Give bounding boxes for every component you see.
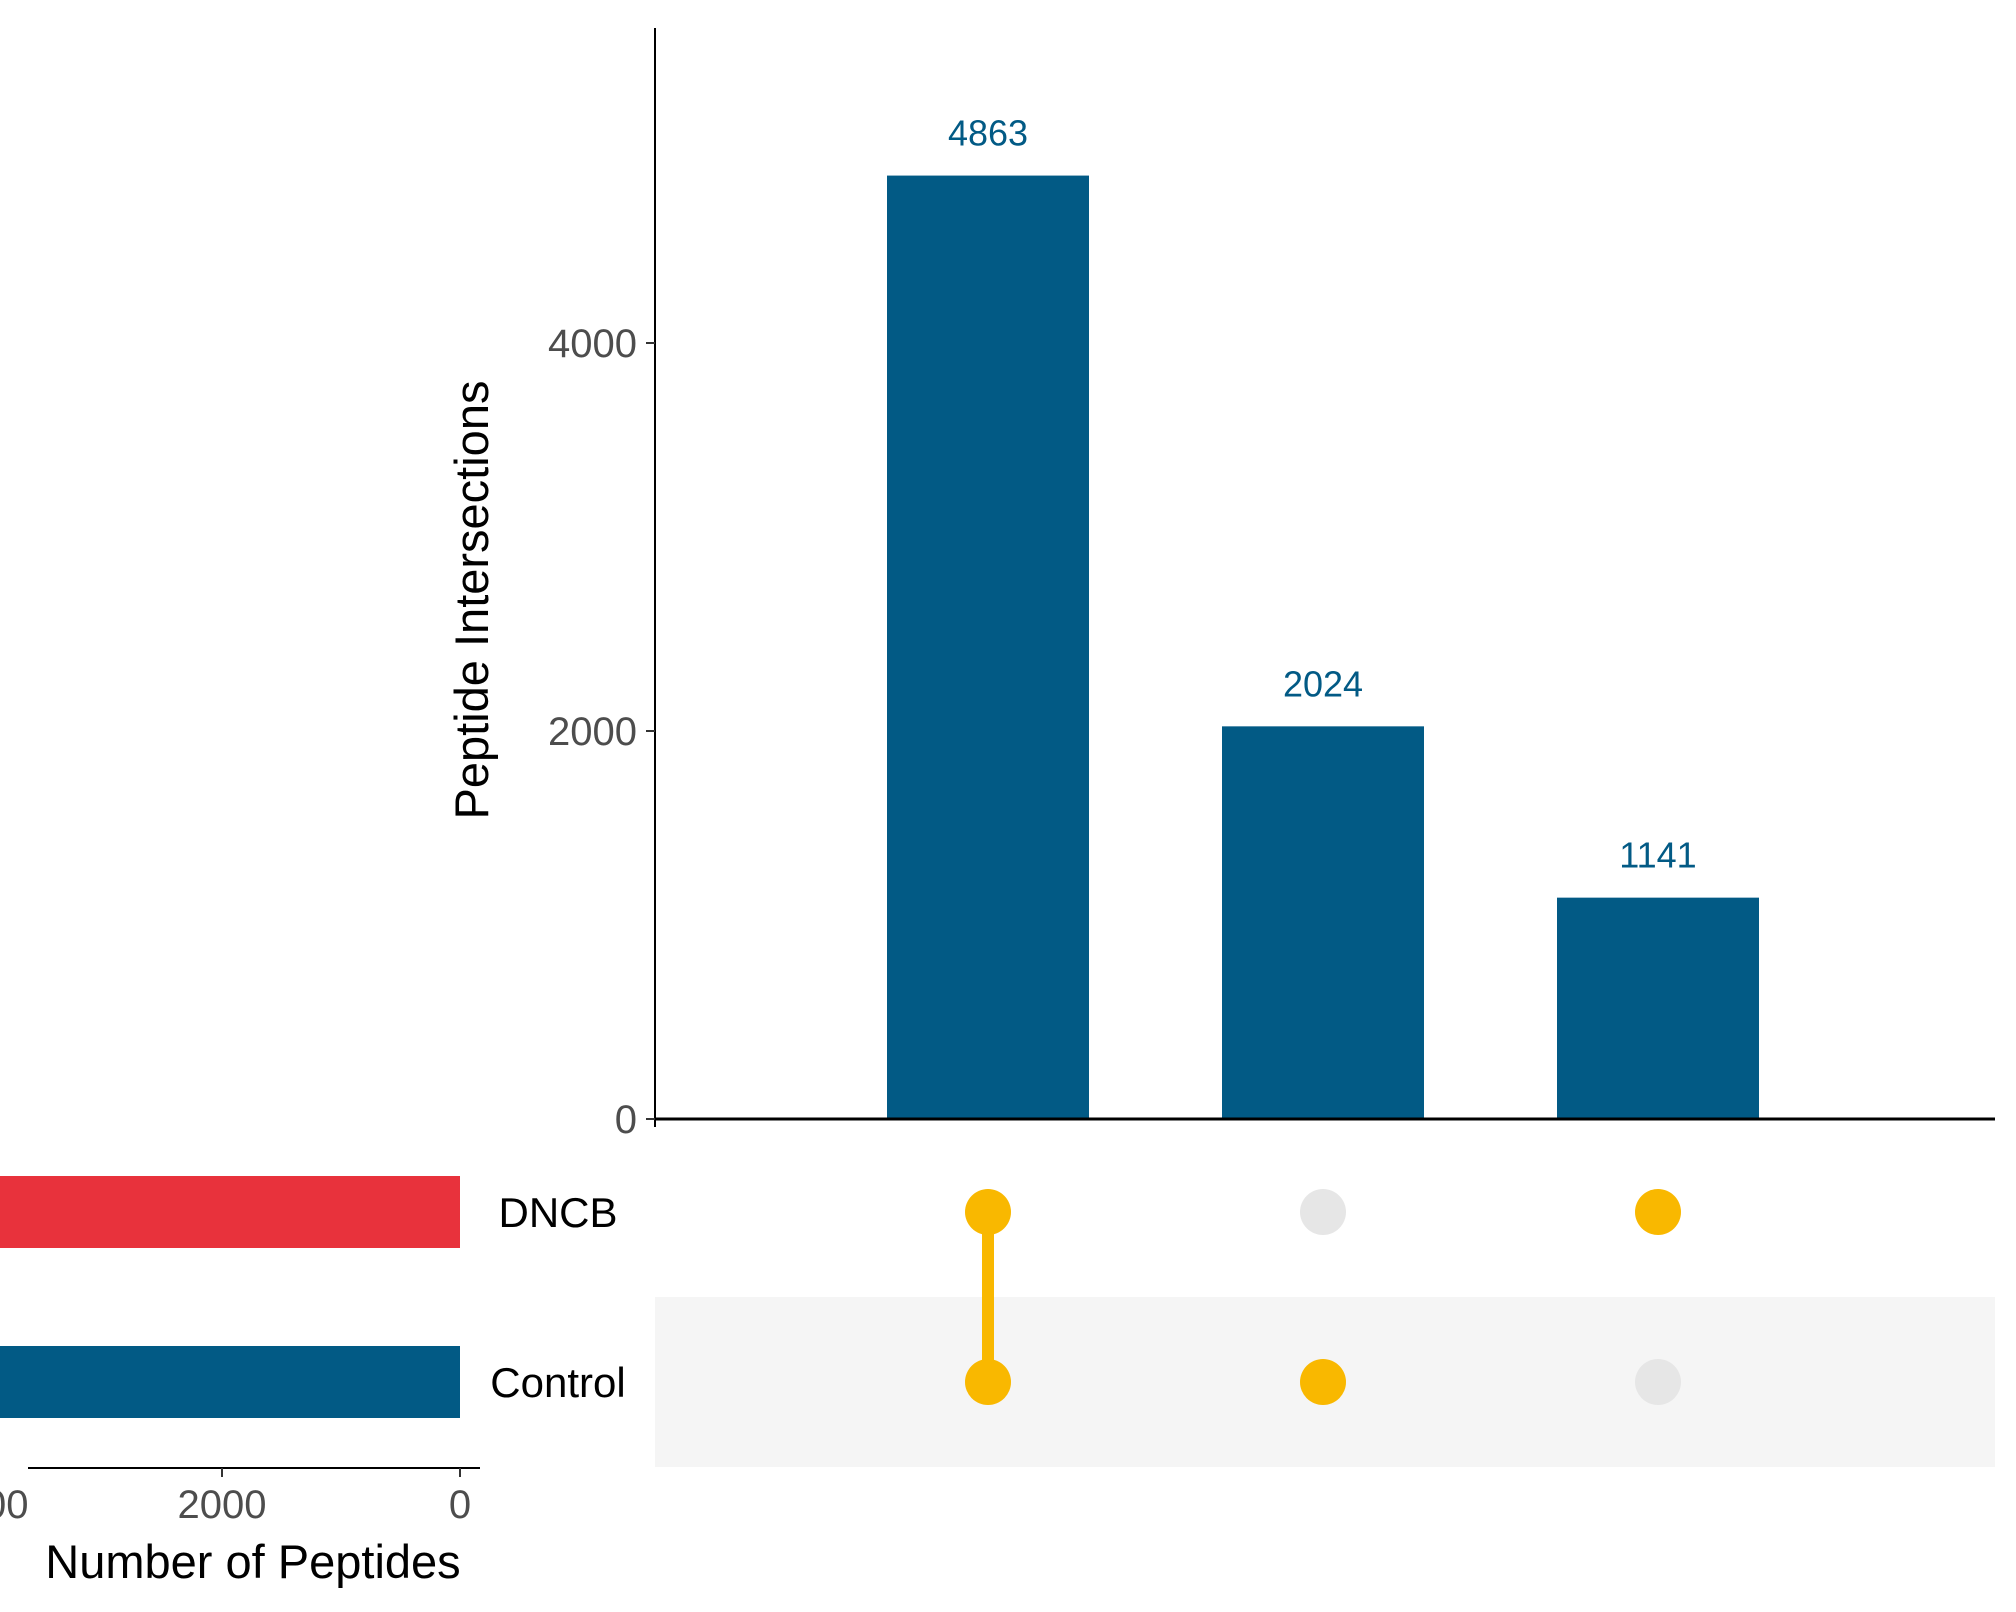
set-axis-tick-label: 0 (449, 1483, 471, 1527)
intersection-y-axis-label: Peptide Intersections (445, 381, 498, 820)
y-tick-label: 0 (615, 1098, 637, 1142)
y-tick-label: 4000 (548, 322, 637, 366)
set-size-x-axis: 6000400020000 (0, 1467, 480, 1527)
matrix-dot-inactive (1300, 1189, 1346, 1235)
intersection-value-labels: 4863 2024 1141 (948, 113, 1697, 876)
intersection-value-label: 4863 (948, 113, 1028, 154)
set-labels: DNCB Control (490, 1189, 625, 1406)
set-label: Control (490, 1359, 625, 1406)
intersection-bar (887, 175, 1089, 1119)
matrix-dot-active (965, 1189, 1011, 1235)
set-axis-tick-label: 4000 (0, 1483, 28, 1527)
set-axis-tick-label: 2000 (178, 1483, 267, 1527)
intersection-bar (1222, 726, 1424, 1119)
set-size-bar (0, 1346, 460, 1418)
intersection-value-label: 1141 (1619, 835, 1696, 876)
matrix-dots (965, 1189, 1681, 1405)
matrix-dot-active (1635, 1189, 1681, 1235)
matrix-dot-active (1300, 1359, 1346, 1405)
intersection-bars (887, 175, 1759, 1119)
intersection-value-label: 2024 (1283, 663, 1363, 704)
set-size-x-axis-label: Number of Peptides (45, 1535, 460, 1588)
matrix-dot-active (965, 1359, 1011, 1405)
intersection-bar (1557, 897, 1759, 1119)
set-label: DNCB (498, 1189, 617, 1236)
intersection-y-axis: 0 2000 4000 (548, 28, 1995, 1142)
y-tick-label: 2000 (548, 710, 637, 754)
set-size-bars (0, 1176, 460, 1418)
matrix-dot-inactive (1635, 1359, 1681, 1405)
set-size-bar (0, 1176, 460, 1248)
